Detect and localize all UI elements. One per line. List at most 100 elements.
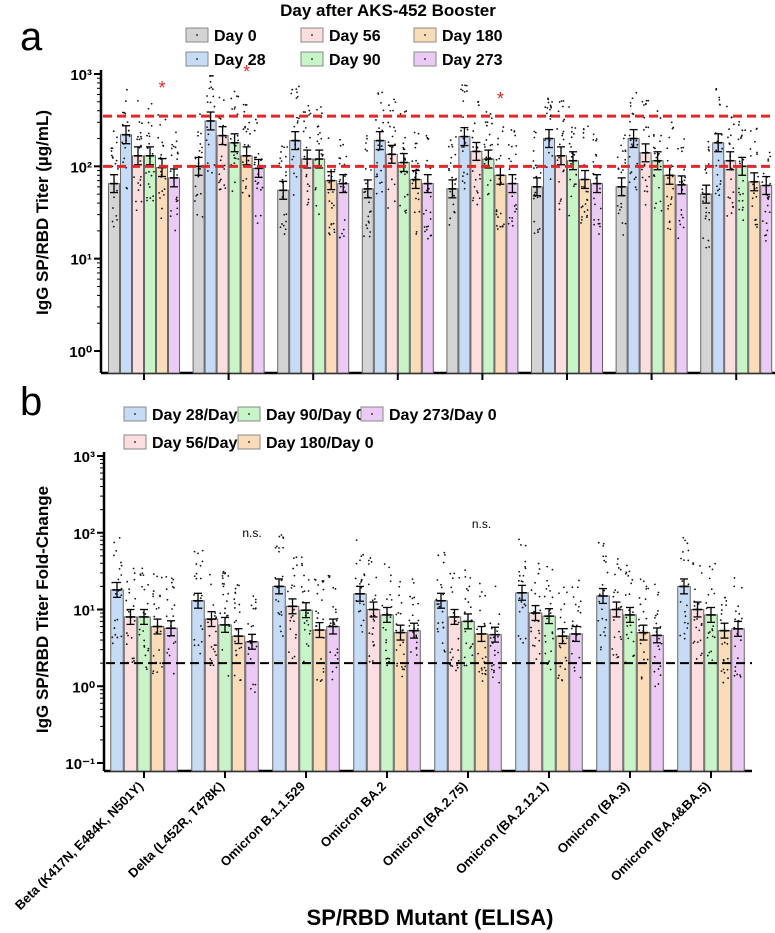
data-point [385,657,388,660]
data-point [425,228,428,231]
data-point [742,179,745,182]
data-point [538,228,541,230]
data-point [658,186,660,189]
data-point [238,611,241,614]
data-point [597,222,600,225]
data-point [135,209,138,212]
data-point [543,595,546,598]
data-point [677,147,679,150]
data-point [457,637,460,640]
data-point [738,208,741,211]
data-point [168,654,171,657]
x-tick-label: Omicron BA.2 [317,779,389,851]
data-point [559,200,562,202]
data-point [551,631,554,634]
data-point [301,564,304,567]
data-point [206,162,209,165]
data-point [222,99,225,102]
data-point [683,168,685,171]
data-point [481,669,483,671]
data-point [677,237,680,240]
data-point [361,630,364,633]
data-point [254,180,257,183]
data-point [206,126,208,129]
data-point [128,588,131,591]
data-point [530,630,533,633]
data-point [291,88,294,91]
data-point [738,120,741,123]
bar [110,589,124,772]
data-point [157,136,160,139]
data-point [660,642,663,645]
data-point [137,135,139,138]
data-point [534,592,537,595]
data-point [549,118,552,120]
data-point [634,186,637,189]
data-point [404,157,406,160]
data-point [484,646,487,649]
data-point [464,575,467,578]
data-point [453,572,456,575]
data-point [327,191,330,194]
data-point [682,146,685,149]
data-point [169,170,172,173]
data-point [427,237,429,240]
data-point [294,637,297,639]
data-point [209,664,212,667]
data-point [708,577,711,580]
data-point [551,632,554,635]
data-point [322,580,325,582]
data-point [683,632,686,635]
data-point [308,113,310,116]
data-point [424,230,426,233]
data-point [546,106,549,109]
data-point [436,628,439,630]
data-point [140,137,143,140]
data-point [358,610,360,613]
data-point [640,168,643,171]
data-point [701,652,703,655]
bar [567,160,579,374]
data-point [684,610,686,613]
data-point [707,163,710,165]
data-point [208,634,211,637]
data-point [730,212,733,214]
data-point [490,627,493,630]
data-point [463,664,466,667]
data-point [139,178,142,181]
data-point [376,173,378,176]
data-point [257,152,260,155]
data-point [755,128,758,131]
data-point [534,131,537,134]
data-point [332,191,334,193]
data-point [734,666,737,668]
data-point [328,226,331,229]
data-point [252,595,255,597]
data-point [147,107,150,110]
data-point [416,627,419,630]
data-point [385,639,388,641]
data-point [598,593,601,596]
data-point [160,217,163,220]
data-point [547,101,550,104]
data-point [242,128,245,131]
data-point [535,658,538,661]
data-point [238,584,240,587]
data-point [630,582,633,585]
data-point [116,618,119,621]
data-point [765,222,768,225]
bar [337,183,350,374]
data-point [402,629,404,631]
data-point [659,674,662,677]
data-point [595,138,598,140]
data-point [417,192,419,195]
bar [385,153,398,374]
data-point [497,137,500,140]
data-point [277,611,280,614]
data-point [738,187,740,190]
data-point [139,175,142,178]
legend-label: Day 56 [329,28,381,45]
data-point [467,589,469,592]
data-point [200,640,203,643]
